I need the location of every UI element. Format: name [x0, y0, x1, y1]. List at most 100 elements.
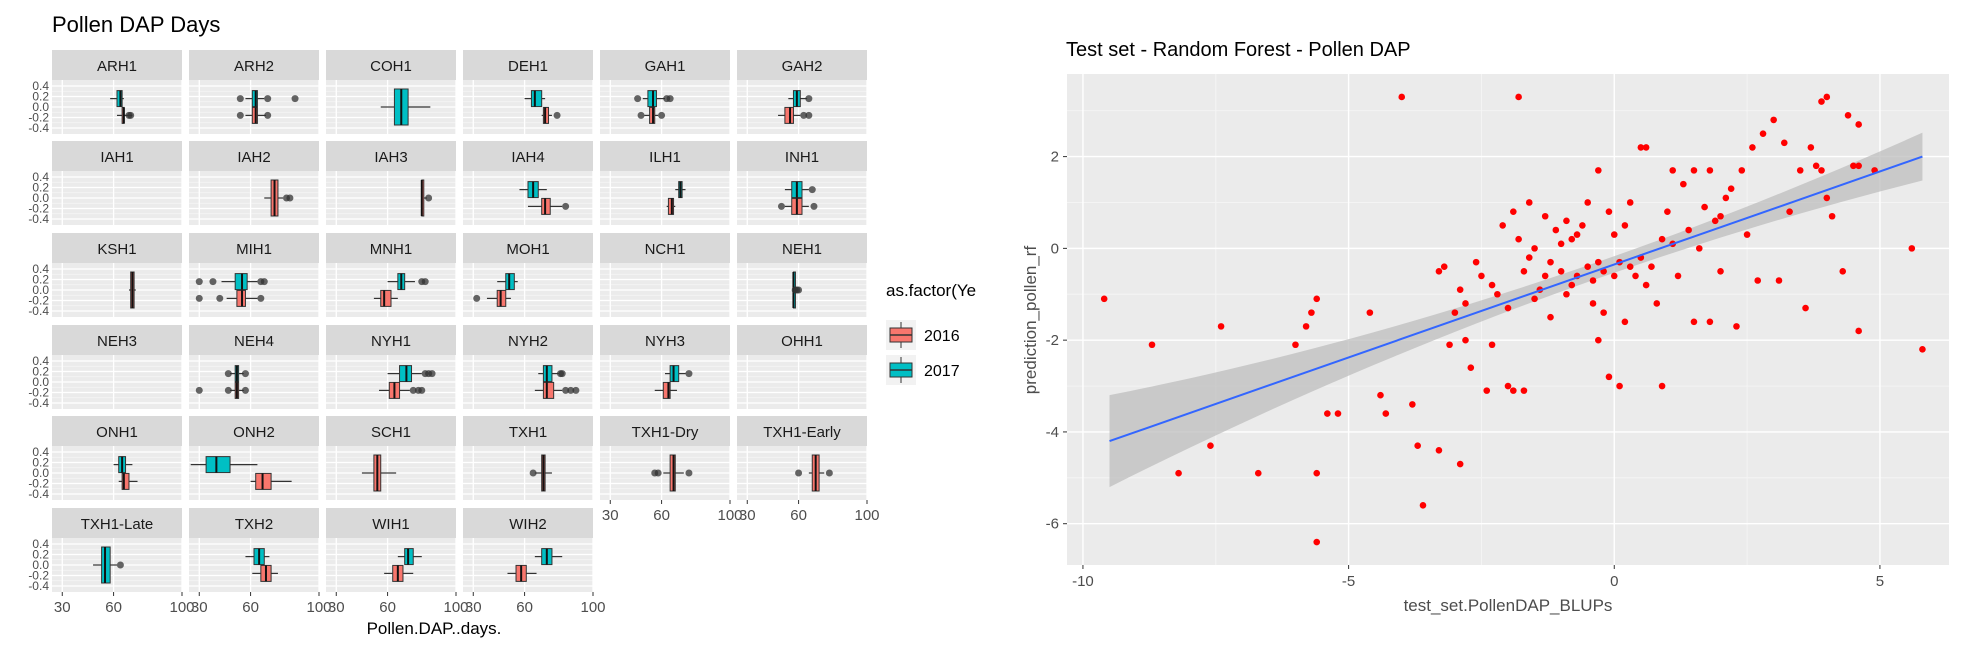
- y-tick-label: -0.4: [28, 304, 49, 318]
- outlier-point: [685, 370, 693, 378]
- data-point: [1818, 167, 1825, 174]
- y-tick-label: -0.4: [28, 579, 49, 593]
- confidence-band: [1109, 132, 1923, 488]
- regression-line: [1109, 155, 1923, 443]
- outlier-point: [685, 469, 693, 477]
- facet-panel: NEH3: [52, 325, 183, 409]
- data-point: [1807, 144, 1815, 151]
- box-2017: [791, 271, 803, 309]
- box-2017: [675, 181, 686, 199]
- scatter-chart: Test set - Random Forest - Pollen DAP -1…: [1021, 39, 1949, 615]
- outlier-point: [805, 95, 813, 103]
- facet-label: TXH1-Late: [81, 516, 154, 533]
- y-tick-label: 0.0: [32, 100, 49, 114]
- data-point: [1823, 194, 1831, 202]
- facet-panel: KSH1: [52, 233, 183, 317]
- facet-label: WIH1: [372, 516, 410, 533]
- outlier-point: [825, 469, 833, 477]
- data-point: [1616, 382, 1623, 390]
- data-point: [1366, 309, 1374, 316]
- facet-strip: [52, 508, 182, 538]
- data-point: [1595, 336, 1602, 344]
- box-2017: [195, 273, 268, 291]
- facet-strip: [737, 50, 867, 80]
- facet-strip: [463, 508, 593, 538]
- data-point: [1796, 167, 1804, 174]
- data-point: [1621, 222, 1629, 229]
- box-2016: [666, 197, 676, 215]
- y-tick-label: 0.4: [32, 262, 49, 276]
- outlier-point: [264, 95, 272, 103]
- data-point: [1584, 199, 1591, 206]
- outlier-point: [562, 386, 570, 394]
- data-point: [1520, 268, 1528, 275]
- y-tick-label: -0.2: [28, 202, 49, 216]
- facet-panel: NEH1: [737, 233, 868, 317]
- facet-label: GAH2: [782, 58, 823, 75]
- box-2016: [473, 289, 511, 307]
- facet-label: ONH1: [96, 424, 138, 441]
- y-tick-label: -0.4: [28, 212, 49, 226]
- outlier-point: [264, 111, 272, 119]
- x-axis-label: Pollen.DAP..days.: [367, 619, 502, 638]
- data-point: [1855, 162, 1862, 170]
- facet-label: IAH4: [511, 149, 544, 166]
- data-point: [1680, 180, 1687, 188]
- facet-axes: 0.40.20.0-0.2-0.40.40.20.0-0.2-0.40.40.2…: [28, 79, 879, 616]
- data-point: [1483, 387, 1491, 394]
- outlier-point: [257, 294, 265, 302]
- data-point: [1818, 98, 1825, 105]
- box-2017: [387, 273, 429, 291]
- x-tick-label: 60: [653, 507, 670, 524]
- facet-panel: ARH1: [52, 50, 183, 134]
- facet-strip: [463, 141, 593, 171]
- data-point: [1541, 272, 1549, 280]
- outlier-point: [236, 95, 244, 103]
- x-tick-label: 60: [379, 599, 396, 616]
- data-point: [1802, 304, 1809, 312]
- box-body: [205, 456, 231, 474]
- x-tick-label: 5: [1876, 573, 1884, 590]
- data-point: [1478, 272, 1485, 280]
- data-point: [1844, 111, 1852, 119]
- facet-strip: [326, 233, 456, 263]
- facet-label: DEH1: [508, 58, 548, 75]
- y-tick-label: -0.2: [28, 294, 49, 308]
- data-point: [1706, 167, 1714, 174]
- y-tick-label: 0.2: [32, 90, 49, 104]
- data-point: [1175, 469, 1182, 477]
- y-tick-label: 0.4: [32, 537, 49, 551]
- data-point: [1621, 318, 1629, 326]
- data-point: [1525, 254, 1533, 261]
- facet-label: OHH1: [781, 333, 823, 350]
- box-2017: [113, 456, 133, 474]
- facet-label: TXH1-Early: [763, 424, 841, 441]
- facet-panel: DEH1: [463, 50, 594, 134]
- data-point: [1440, 263, 1448, 271]
- facet-panel: NYH1: [326, 325, 457, 409]
- box-2017: [519, 181, 547, 199]
- box-2017: [788, 90, 813, 108]
- data-point: [1499, 222, 1506, 229]
- data-point: [1254, 469, 1262, 477]
- y-tick-label: 0.0: [32, 558, 49, 572]
- data-point: [1510, 208, 1517, 215]
- facet-strip: [189, 508, 319, 538]
- data-point: [1435, 446, 1443, 454]
- outlier-point: [195, 294, 203, 302]
- outlier-point: [562, 202, 570, 210]
- facet-panel: GAH1: [600, 50, 731, 134]
- y-tick-label: -0.4: [28, 396, 49, 410]
- data-point: [1717, 212, 1724, 220]
- outlier-point: [409, 386, 417, 394]
- data-point: [1488, 281, 1496, 289]
- data-point: [1727, 185, 1735, 193]
- legend-item: 2017: [886, 355, 960, 385]
- data-point: [1637, 144, 1645, 151]
- outlier-point: [260, 278, 268, 286]
- data-point: [1515, 93, 1522, 101]
- data-point: [1547, 313, 1554, 321]
- facet-strip: [737, 325, 867, 355]
- facet-strip: [600, 325, 730, 355]
